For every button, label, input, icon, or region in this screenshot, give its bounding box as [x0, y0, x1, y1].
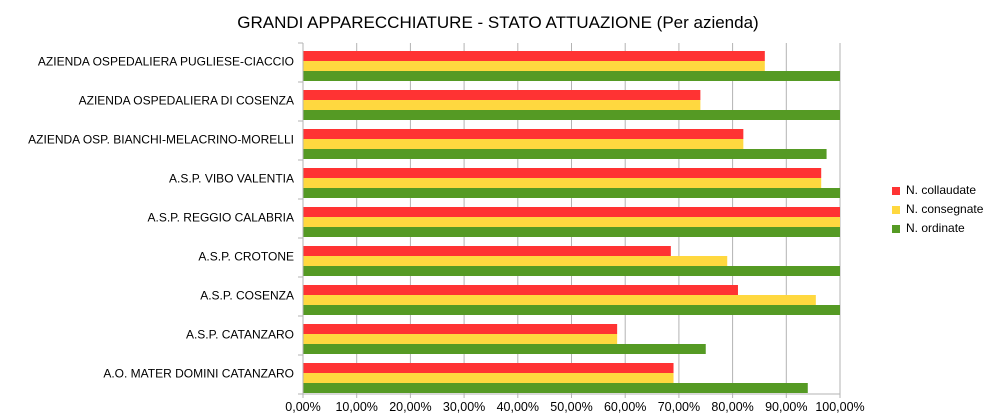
bar-n-collaudate — [303, 246, 671, 256]
legend-swatch — [892, 225, 900, 233]
bar-n-consegnate — [303, 334, 618, 344]
x-tick-label: 10,00% — [335, 400, 377, 414]
chart-title: GRANDI APPARECCHIATURE - STATO ATTUAZION… — [237, 13, 758, 32]
bar-n-ordinate — [303, 188, 840, 198]
category-label: A.S.P. CATANZARO — [186, 328, 294, 342]
bar-n-collaudate — [303, 285, 738, 295]
bar-n-collaudate — [303, 168, 822, 178]
category-label: AZIENDA OSPEDALIERA DI COSENZA — [79, 94, 294, 108]
legend-label: N. ordinate — [906, 221, 965, 235]
bar-n-consegnate — [303, 373, 674, 383]
bar-n-collaudate — [303, 129, 744, 139]
category-label: AZIENDA OSPEDALIERA PUGLIESE-CIACCIO — [38, 55, 294, 69]
bar-n-ordinate — [303, 227, 840, 237]
bar-n-collaudate — [303, 90, 701, 100]
bar-n-consegnate — [303, 139, 744, 149]
x-tick-label: 60,00% — [604, 400, 646, 414]
category-label: A.S.P. VIBO VALENTIA — [169, 172, 294, 186]
legend-swatch — [892, 206, 900, 214]
bar-n-collaudate — [303, 51, 765, 61]
x-tick-labels: 0,00% 10,00% 20,00% 30,00% 40,00% 50,00% 60,00… — [285, 400, 864, 414]
bar-n-consegnate — [303, 295, 816, 305]
x-tick-label: 40,00% — [497, 400, 539, 414]
bar-n-ordinate — [303, 266, 840, 276]
legend: N. collaudate N. consegnate N. ordinate — [892, 183, 984, 235]
x-tick-label: 30,00% — [443, 400, 485, 414]
x-tick-label: 90,00% — [765, 400, 807, 414]
category-label: AZIENDA OSP. BIANCHI-MELACRINO-MORELLI — [28, 133, 294, 147]
x-tick-label: 70,00% — [658, 400, 700, 414]
bar-n-consegnate — [303, 61, 765, 71]
axes — [298, 42, 840, 395]
legend-label: N. collaudate — [906, 183, 976, 197]
bar-n-ordinate — [303, 344, 706, 354]
legend-label: N. consegnate — [906, 202, 984, 216]
bar-n-collaudate — [303, 324, 618, 334]
bar-n-consegnate — [303, 256, 728, 266]
x-tick-label: 80,00% — [711, 400, 753, 414]
x-tick-label: 50,00% — [550, 400, 592, 414]
bar-n-collaudate — [303, 207, 840, 217]
category-label: A.S.P. COSENZA — [200, 289, 294, 303]
category-label: A.S.P. CROTONE — [198, 250, 294, 264]
x-tick-label: 0,00% — [285, 400, 320, 414]
x-tick-label: 20,00% — [389, 400, 431, 414]
bar-n-consegnate — [303, 178, 822, 188]
legend-swatch — [892, 187, 900, 195]
bar-n-ordinate — [303, 71, 840, 81]
bar-n-collaudate — [303, 363, 674, 373]
x-tick-label: 100,00% — [815, 400, 864, 414]
bar-n-consegnate — [303, 100, 701, 110]
category-label: A.S.P. REGGIO CALABRIA — [148, 211, 295, 225]
bars — [303, 51, 840, 393]
bar-n-ordinate — [303, 383, 808, 393]
category-label: A.O. MATER DOMINI CATANZARO — [103, 367, 294, 381]
bar-n-consegnate — [303, 217, 840, 227]
bar-n-ordinate — [303, 149, 827, 159]
bar-n-ordinate — [303, 305, 840, 315]
category-labels: AZIENDA OSPEDALIERA PUGLIESE-CIACCIO AZIE… — [28, 55, 294, 381]
bar-n-ordinate — [303, 110, 840, 120]
